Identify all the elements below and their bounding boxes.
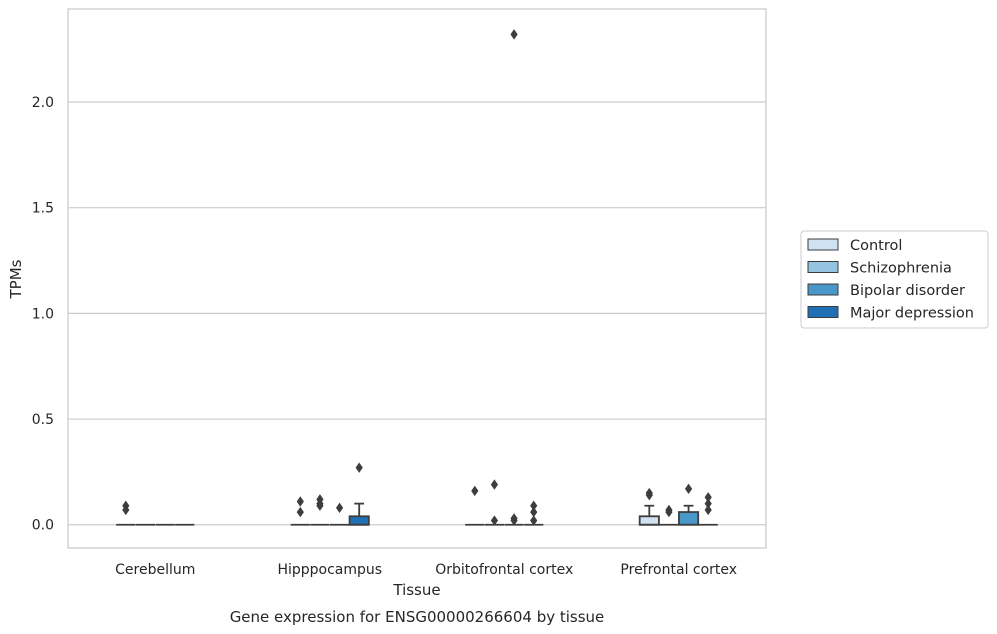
legend-swatch xyxy=(807,238,839,251)
legend-swatch xyxy=(807,283,839,296)
outlier-point xyxy=(510,515,518,526)
legend: Control Schizophrenia Bipolar disorder Majo… xyxy=(800,230,989,329)
outlier-point xyxy=(510,29,518,40)
chart-caption: Gene expression for ENSG00000266604 by t… xyxy=(230,608,605,626)
outlier-point xyxy=(355,462,363,473)
outlier-point xyxy=(316,500,324,511)
outlier-point xyxy=(665,506,673,518)
box-group xyxy=(659,504,679,526)
legend-label: Major depression xyxy=(850,306,974,322)
outlier-point xyxy=(490,515,499,526)
x-tick-label: Hipppocampus xyxy=(277,562,382,578)
outlier-point xyxy=(530,515,538,526)
x-tick-labels: Cerebellum Hipppocampus Orbitofrontal cort… xyxy=(115,562,737,578)
outlier-point xyxy=(684,483,693,495)
box-group xyxy=(116,500,136,526)
box-group xyxy=(678,483,700,526)
y-tick-label: 0.5 xyxy=(32,412,54,428)
x-tick-label: Cerebellum xyxy=(115,562,195,578)
box-group xyxy=(465,485,485,526)
legend-swatch xyxy=(807,261,839,273)
outlier-point xyxy=(296,496,304,507)
box-marks xyxy=(116,29,718,526)
box-group xyxy=(290,496,310,526)
outlier-point xyxy=(296,506,304,518)
outlier-point xyxy=(471,485,479,497)
box-group xyxy=(348,462,370,526)
y-tick-label: 0.0 xyxy=(32,518,54,534)
box-group xyxy=(698,492,718,526)
x-tick-label: Prefrontal cortex xyxy=(620,562,737,578)
outlier-point xyxy=(704,498,712,509)
plot-frame xyxy=(67,8,767,549)
y-tick-label: 2.0 xyxy=(32,95,54,111)
outlier-point xyxy=(335,502,344,514)
legend-label: Schizophrenia xyxy=(850,261,952,277)
y-axis-title: TPMs xyxy=(7,259,25,299)
legend-label: Bipolar disorder xyxy=(850,283,965,299)
box-group xyxy=(638,487,660,526)
legend-swatch xyxy=(807,306,839,318)
legend-frame xyxy=(800,230,989,329)
outlier-point xyxy=(530,506,538,518)
outlier-point xyxy=(645,489,653,501)
outlier-point xyxy=(490,479,499,490)
y-tick-label: 1.5 xyxy=(32,201,54,217)
outlier-point xyxy=(122,504,130,516)
x-axis-title: Tissue xyxy=(392,581,440,599)
outlier-point xyxy=(704,492,712,503)
box xyxy=(678,511,700,526)
box-group xyxy=(504,29,524,526)
box-group xyxy=(310,494,330,526)
y-tick-labels: 0.0 0.5 1.0 1.5 2.0 xyxy=(32,95,54,534)
outlier-point xyxy=(704,504,712,516)
box xyxy=(638,515,660,526)
x-tick-label: Orbitofrontal cortex xyxy=(435,562,573,578)
box-group xyxy=(484,479,505,526)
legend-label: Control xyxy=(850,238,902,254)
box xyxy=(348,515,370,526)
outlier-point xyxy=(530,500,538,511)
box-group xyxy=(524,500,544,526)
grid-lines xyxy=(68,101,766,526)
y-tick-label: 1.0 xyxy=(32,306,54,322)
box-group xyxy=(329,502,350,526)
